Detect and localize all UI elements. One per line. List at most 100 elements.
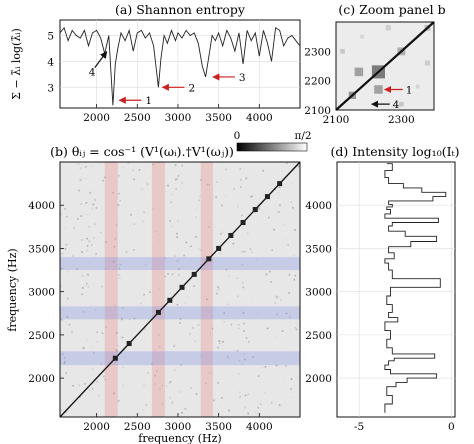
- panel-b-speckle-dot: [60, 219, 63, 222]
- panel-b-speckle-dot: [238, 391, 241, 393]
- panel-b-speckle-dot: [176, 260, 179, 262]
- panel-b-speckle-dot: [270, 281, 272, 283]
- panel-c-block: [424, 60, 431, 66]
- panel-b-speckle-dot: [200, 355, 202, 358]
- panel-b-speckle-dot: [171, 273, 174, 276]
- panel-c-diagonal: [335, 21, 435, 111]
- panel-c-title: (c) Zoom panel b: [338, 2, 445, 17]
- panel-b-speckle-dot: [164, 275, 166, 278]
- panel-b-speckle-dot: [206, 183, 208, 186]
- panel-b-speckle-dot: [225, 167, 228, 169]
- panel-b-speckle-dot: [295, 328, 298, 331]
- panel-b-speckle-dot: [280, 299, 282, 302]
- panel-b-speckle-dot: [99, 231, 102, 234]
- panel-b-speckle-dot: [190, 387, 193, 389]
- panel-b-speckle-dot: [178, 273, 180, 275]
- panel-b-speckle-dot: [144, 264, 147, 266]
- panel-b-speckle-dot: [62, 309, 65, 311]
- panel-b-ytick-label: 2000: [28, 373, 55, 385]
- panel-b-speckle-dot: [250, 300, 252, 302]
- panel-b-speckle-dot: [260, 403, 262, 405]
- panel-b-speckle-dot: [99, 162, 102, 165]
- panel-b-speckle-dot: [281, 170, 284, 173]
- panel-b-speckle-dot: [82, 287, 84, 289]
- panel-b-speckle-dot: [222, 340, 224, 343]
- panel-a-ytick-label: 5: [47, 31, 54, 43]
- panel-b-speckle-dot: [62, 353, 64, 355]
- panel-b-speckle-dot: [117, 344, 119, 347]
- panel-b-speckle-dot: [274, 302, 277, 304]
- panel-b-speckle-dot: [257, 375, 260, 377]
- panel-b-speckle-dot: [178, 391, 181, 393]
- panel-b-speckle-dot: [158, 259, 161, 261]
- panel-c-ticks: 2100 2300 2100 2200 2300: [304, 46, 414, 126]
- panel-b-speckle-dot: [94, 199, 96, 201]
- panel-b-speckle-dot: [114, 236, 117, 239]
- panel-b-speckle-dot: [282, 377, 285, 379]
- panel-b-speckle-dot: [157, 234, 160, 236]
- panel-b-speckle-dot: [195, 216, 198, 219]
- panel-b-speckle-dot: [169, 220, 171, 222]
- panel-b-speckle-dot: [79, 167, 82, 169]
- panel-b-speckle-dot: [244, 358, 246, 361]
- panel-b-speckle-dot: [118, 174, 120, 177]
- panel-b-xtick-label: 3000: [165, 421, 192, 433]
- panel-b-speckle-dot: [262, 169, 264, 172]
- panel-a-entropy-line: [59, 26, 301, 106]
- panel-a: (a) Shannon entropy 2000 2500 3000 3500 4000…: [10, 2, 301, 124]
- panel-b-speckle-dot: [105, 268, 107, 270]
- panel-b-speckle-dot: [61, 253, 64, 255]
- panel-a-ytick-label: 3: [47, 82, 54, 94]
- panel-a-arrow: [94, 51, 108, 69]
- panel-b-speckle-dot: [228, 357, 231, 359]
- panel-b-speckle-dot: [64, 227, 66, 230]
- panel-b-speckle-dot: [175, 188, 177, 190]
- panel-b-speckle-dot: [85, 284, 87, 287]
- panel-b-speckle-dot: [81, 239, 83, 241]
- panel-b-speckle-dot: [244, 406, 246, 409]
- panel-b-speckle-dot: [276, 297, 278, 300]
- panel-b-speckle-dot: [96, 381, 99, 383]
- panel-b-speckle-dot: [243, 330, 245, 332]
- panel-b-speckle-dot: [230, 323, 233, 326]
- panel-b-speckle-dot: [220, 177, 222, 179]
- panel-b-xtick-label: 4000: [246, 421, 273, 433]
- panel-b-speckle-dot: [190, 245, 192, 248]
- panel-b-speckle-dot: [172, 297, 174, 300]
- panel-b-speckle-dot: [146, 202, 149, 205]
- panel-b-speckle-dot: [91, 207, 93, 210]
- panel-a-xtick-label: 4000: [246, 112, 273, 124]
- panel-b-speckle-dot: [122, 384, 125, 387]
- panel-b-horizontal-band: [60, 351, 300, 366]
- panel-b-speckle-dot: [281, 259, 283, 261]
- panel-b-speckle-dot: [104, 176, 106, 179]
- panel-b-speckle-dot: [170, 201, 173, 203]
- panel-b-speckle-dot: [76, 268, 78, 270]
- panel-b-speckle-dot: [115, 224, 118, 226]
- panel-a-xtick-label: 3000: [165, 112, 192, 124]
- panel-b-speckle-dot: [258, 207, 261, 210]
- panel-b-speckle-dot: [102, 375, 105, 378]
- panel-b-speckle-dot: [219, 405, 222, 407]
- panel-b-speckle-dot: [278, 404, 281, 406]
- panel-b-speckle-dot: [277, 191, 280, 194]
- panel-b-speckle-dot: [235, 247, 238, 250]
- panel-b-speckle-dot: [243, 353, 245, 355]
- panel-b-speckle-dot: [165, 184, 167, 187]
- panel-b-speckle-dot: [182, 390, 184, 393]
- panel-b-speckle-dot: [113, 260, 115, 263]
- panel-b-speckle-dot: [86, 245, 89, 247]
- panel-b-speckle-dot: [176, 236, 178, 238]
- panel-b-speckle-dot: [88, 274, 91, 276]
- panel-b-speckle-dot: [86, 237, 88, 240]
- panel-b-speckle-dot: [63, 357, 66, 359]
- panel-b-speckle-dot: [183, 254, 185, 257]
- panel-c-block: [354, 67, 364, 77]
- panel-b-speckle-dot: [206, 298, 208, 301]
- panel-b-speckle-dot: [180, 364, 182, 366]
- panel-b-speckle-dot: [294, 274, 297, 277]
- panel-b-speckle-dot: [248, 341, 250, 343]
- panel-b-diagonal-dot: [126, 341, 132, 347]
- panel-b-speckle-dot: [171, 193, 174, 196]
- panel-b-speckle-dot: [213, 399, 215, 402]
